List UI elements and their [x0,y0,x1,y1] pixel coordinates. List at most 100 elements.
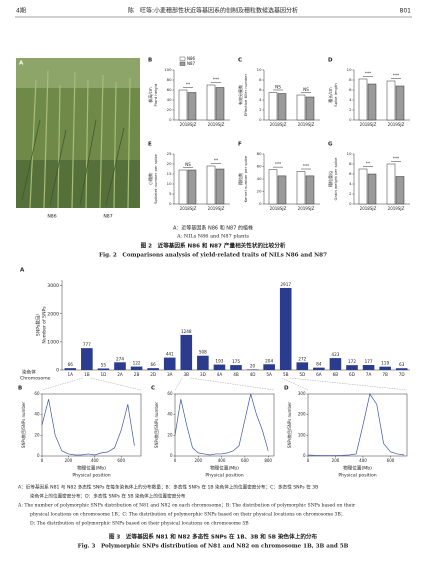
bar [358,168,368,205]
density-line [174,393,269,456]
value-label: 172 [348,359,356,364]
caption: 染色体上的位置密度分布；D：多态性 SNPs 在 5B 染色体上的位置密度分布 [30,493,186,500]
panel-label: D [284,386,289,392]
y-tick-label: 10 [347,67,352,72]
y-tick-label: 200 [298,412,306,417]
significance: NS [303,87,309,92]
y-tick-label: 0 [303,453,306,458]
y-axis-label: SNPs数目/ [35,313,42,336]
x-tick-label: 3A [167,372,173,377]
value-label: 508 [199,350,207,355]
y-tick-label: 4 [349,181,352,186]
y-tick-label: 6 [259,87,262,92]
y-axis-label: 穗粒重/g [327,171,333,187]
y-axis-label: 小穗数 [147,173,153,185]
bar [213,364,226,370]
x-tick-label: 1A [68,372,74,377]
x-axis-label: 物理位置(Mb) [77,465,106,472]
x-tick-label: 2019SJZ [388,122,405,127]
y-axis-label: SNPs数目/SNPs number [20,402,26,448]
bar [329,358,342,370]
x-tick-label: 5D [299,372,305,377]
y-tick-label: 60 [167,87,172,92]
value-label: 84 [316,362,322,367]
significance: *** [393,156,399,161]
bar [246,369,259,370]
figure-title: 图 2 近等基因系 N86 和 N87 产量相关性状的比较分析 [141,242,286,250]
y-tick-label: 6 [349,87,352,92]
panel-label: G [328,142,333,148]
x-tick-label: 6A [316,372,322,377]
y-tick-label: 10 [347,151,352,156]
value-label: 119 [381,361,389,366]
bar [379,366,391,370]
y-tick-label: 0 [169,201,172,206]
x-tick-label: 400 [359,458,367,463]
x-axis-label: Physical position [205,473,243,479]
value-label: 66 [68,362,74,367]
x-tick-label: 2019SJZ [208,122,225,127]
x-tick-label: 7A [366,372,372,377]
caption: A: The number of polymorphic SNPs distri… [17,503,356,509]
connector [190,377,275,391]
bar [64,368,77,370]
x-tick-label: 400 [91,458,99,463]
caption: D: The distribution of polymorphic SNPs … [30,521,249,527]
y-tick-label: 5 [169,191,172,196]
significance: *** [365,71,371,76]
page-number: 801 [400,8,412,15]
y-tick-label: 100 [164,67,172,72]
y-tick-label: 10 [257,67,262,72]
y-tick-label: 0 [259,201,262,206]
panel-label: E [148,142,152,148]
bar [206,84,216,121]
value-label: 272 [298,356,306,361]
bar [178,169,188,205]
photo-line-label: N87 [103,214,112,220]
x-axis-label: 染色体 [22,369,36,376]
legend-swatch [179,61,186,66]
y-tick-label: 3000 [47,283,59,289]
x-tick-label: 2019SJZ [208,206,225,211]
y-axis-label: Spike length [333,83,338,107]
x-tick-label: 2018SJZ [180,122,197,127]
figure-title: Fig. 3 Polymorphic SNPs distribution of … [78,544,349,550]
significance: NS [275,85,281,90]
value-label: 2917 [280,282,291,287]
bar [296,362,309,370]
y-tick-label: 40 [34,412,40,417]
plot-frame [174,393,275,457]
y-axis-label: Effective tiller number [243,73,248,116]
panel-label: B [18,386,22,392]
y-tick-label: 20 [167,432,173,437]
y-tick-label: 0 [349,201,352,206]
y-axis-label: SNPs数目/SNPs number [153,402,159,448]
value-label: 441 [166,352,174,357]
x-axis-label: Chromosome [20,376,51,382]
y-tick-label: 0 [349,117,352,122]
x-tick-label: 200 [332,458,340,463]
y-tick-label: 60 [34,391,40,396]
bar [296,171,306,205]
panel-label: A [20,268,25,274]
value-label: 177 [365,359,373,364]
legend-swatch [179,56,186,61]
y-tick-label: 15 [167,171,172,176]
value-label: 122 [133,361,141,366]
x-tick-label: 2019SJZ [298,122,315,127]
x-tick-label: 600 [117,458,125,463]
y-axis-label: SNPs数目/SNPs number [286,402,292,448]
x-tick-label: 0 [174,458,177,463]
bar [395,176,405,205]
bar [130,366,143,370]
x-tick-label: 2018SJZ [180,206,197,211]
significance: ** [186,82,190,87]
bar [263,364,275,370]
y-tick-label: 8 [259,77,262,82]
panel-label: F [238,142,242,148]
bar [279,287,292,370]
x-tick-label: 2D [150,372,156,377]
bar [215,168,225,205]
plot-frame [307,393,408,457]
